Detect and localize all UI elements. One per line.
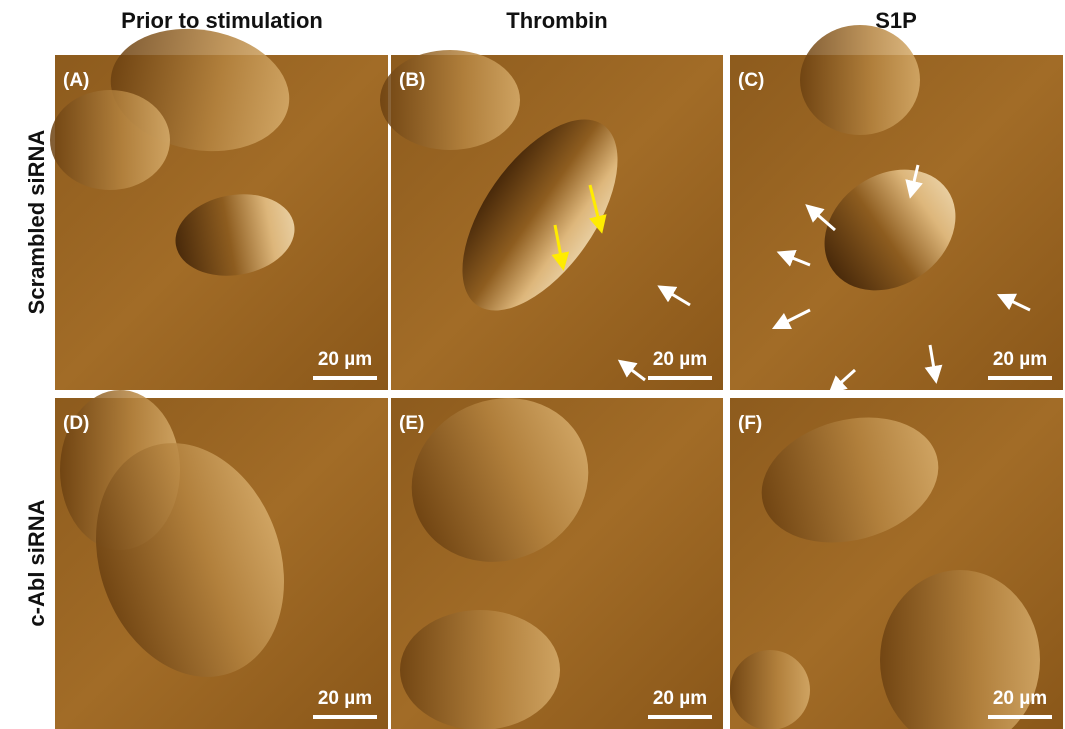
figure: Prior to stimulation Thrombin S1P Scramb…	[0, 0, 1065, 729]
image-panel: (C) 20 µm	[730, 25, 1063, 390]
column-header: Thrombin	[506, 8, 607, 33]
cell-shape	[730, 650, 810, 729]
column-header: Prior to stimulation	[121, 8, 323, 33]
scale-bar-label: 20 µm	[993, 349, 1047, 370]
scale-bar-label: 20 µm	[653, 688, 707, 709]
image-panel: (D) 20 µm	[55, 390, 388, 729]
cell-shape	[380, 50, 520, 150]
image-panel: (B) 20 µm	[380, 50, 723, 390]
scale-bar-label: 20 µm	[993, 688, 1047, 709]
image-panel: (F) 20 µm	[730, 398, 1063, 729]
cell-shape	[50, 90, 170, 190]
panel-label: (B)	[399, 70, 425, 91]
row-label: c-Abl siRNA	[24, 499, 49, 626]
image-panel: (A) 20 µm	[50, 15, 388, 390]
cell-shape	[800, 25, 920, 135]
row-label: Scrambled siRNA	[24, 130, 49, 315]
panel-label: (F)	[738, 413, 762, 434]
panel-label: (E)	[399, 413, 424, 434]
panel-label: (D)	[63, 413, 89, 434]
panel-label: (A)	[63, 70, 89, 91]
scale-bar-label: 20 µm	[318, 688, 372, 709]
panel-label: (C)	[738, 70, 764, 91]
scale-bar-label: 20 µm	[318, 349, 372, 370]
cell-shape	[400, 610, 560, 729]
scale-bar-label: 20 µm	[653, 349, 707, 370]
image-panel: (E) 20 µm	[385, 369, 723, 729]
panels: (A) 20 µm (B) 20 µm (C) 20 µm (D) 20 µm (E) 20 µm…	[50, 15, 1063, 729]
